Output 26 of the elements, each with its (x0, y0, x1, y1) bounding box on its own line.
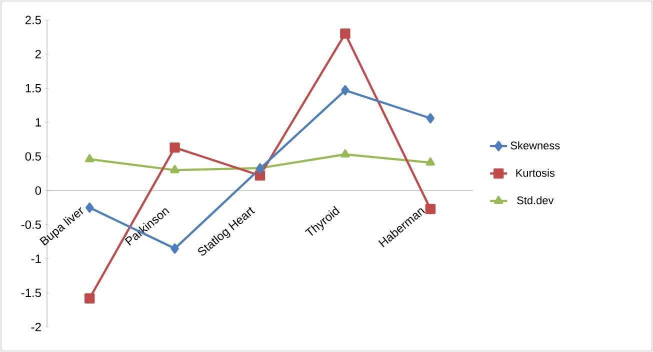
point (341, 85, 350, 96)
point (170, 142, 180, 153)
point (340, 28, 350, 39)
legend-label: Skewness (510, 141, 560, 150)
point (426, 157, 435, 166)
legend-label: Std.dev (517, 196, 554, 204)
y-tick-label: 2.5 (25, 16, 41, 24)
point (86, 202, 94, 213)
y-tick-label: 1 (36, 118, 41, 126)
point (85, 154, 94, 162)
y-tick-label: 2 (35, 50, 41, 58)
y-tick-label: 0 (35, 186, 42, 195)
legend-label: Kurtosis (516, 168, 555, 177)
point (340, 149, 350, 158)
point (256, 164, 264, 174)
y-tick-label: -0.5 (21, 220, 41, 229)
point (425, 204, 436, 214)
y-tick-label: -1 (31, 254, 41, 263)
y-tick-label: -1.5 (21, 288, 41, 298)
point (84, 293, 95, 304)
y-tick-label: 1.5 (26, 84, 41, 92)
point (426, 113, 435, 124)
y-tick-label: 0.5 (25, 152, 41, 161)
y-tick-label: -2 (31, 322, 41, 332)
point (170, 164, 180, 174)
point (170, 243, 179, 254)
